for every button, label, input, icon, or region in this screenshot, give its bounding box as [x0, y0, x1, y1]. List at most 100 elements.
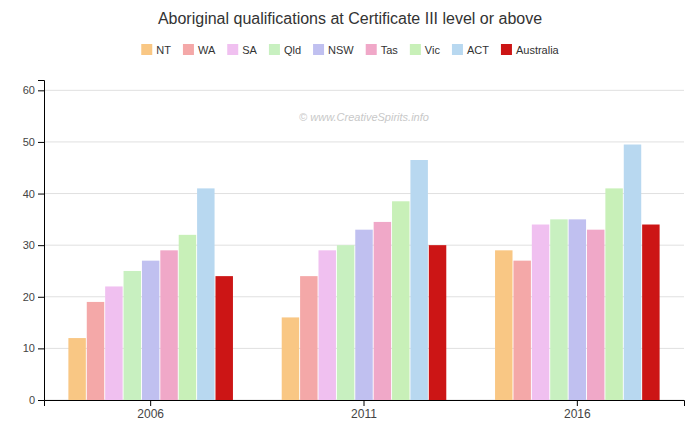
bar	[532, 225, 549, 400]
tick-mark	[38, 348, 44, 349]
legend-item: SA	[227, 44, 257, 56]
bar	[392, 201, 409, 400]
plot: 0 10 20 30 40 50 60 2006 2011 2016 © www.CreativeS…	[23, 81, 685, 421]
legend-label: NT	[156, 44, 171, 56]
tick-label: 40	[23, 188, 35, 200]
bar	[642, 225, 659, 400]
bar	[605, 188, 622, 400]
bar	[87, 302, 104, 400]
tick-label: 2011	[351, 407, 377, 421]
legend-label: Vic	[425, 44, 441, 56]
bar	[355, 230, 372, 400]
tick-mark	[38, 142, 44, 143]
bar	[337, 245, 354, 400]
bar	[197, 188, 214, 400]
legend-swatch	[227, 44, 238, 55]
tick-mark	[38, 400, 44, 401]
legend-swatch	[269, 44, 280, 55]
grid	[44, 90, 684, 400]
legend-label: Qld	[284, 44, 301, 56]
legend-swatch	[410, 44, 421, 55]
bar	[179, 235, 196, 400]
y-axis: 0 10 20 30 40 50 60	[23, 81, 45, 407]
bar	[282, 317, 299, 400]
bar	[569, 219, 586, 400]
bar	[105, 286, 122, 400]
series	[215, 225, 659, 400]
legend-item: NT	[141, 44, 171, 56]
grid-line	[44, 90, 684, 91]
bar	[587, 230, 604, 400]
tick: 60	[23, 84, 44, 96]
tick: 2006	[137, 400, 164, 421]
chart: Aboriginal qualifications at Certificate…	[0, 0, 700, 432]
tick: 10	[23, 342, 44, 354]
series	[160, 222, 604, 400]
grid-line	[44, 193, 684, 194]
legend-label: WA	[198, 44, 216, 56]
bar	[374, 222, 391, 400]
tick-label: 60	[23, 84, 35, 96]
legend-swatch	[366, 44, 377, 55]
series	[197, 145, 641, 400]
legend-item: Qld	[269, 44, 301, 56]
tick: 2011	[351, 400, 377, 421]
axis-line	[38, 81, 45, 401]
bars	[68, 145, 659, 400]
tick-label: 10	[23, 342, 35, 354]
tick-label: 20	[23, 291, 35, 303]
bar	[215, 276, 232, 400]
legend: NT WA SA Qld NSW Tas Vic ACT Australia	[141, 44, 559, 56]
bar	[495, 250, 512, 400]
bar	[624, 145, 641, 400]
tick-mark	[577, 400, 578, 406]
legend-item: Tas	[366, 44, 399, 56]
tick-mark	[38, 90, 44, 91]
tick: 2016	[564, 400, 591, 421]
legend-label: ACT	[467, 44, 489, 56]
legend-item: Australia	[501, 44, 560, 56]
tick-label: 2006	[137, 407, 164, 421]
grid-line	[44, 141, 684, 142]
tick-mark	[38, 297, 44, 298]
legend-swatch	[501, 44, 512, 55]
legend-label: SA	[242, 44, 257, 56]
bar	[429, 245, 446, 400]
bar	[550, 219, 567, 400]
legend-item: NSW	[313, 44, 354, 56]
legend-item: ACT	[452, 44, 489, 56]
tick-label: 0	[29, 394, 35, 406]
axis-line	[45, 401, 685, 407]
legend-label: NSW	[328, 44, 354, 56]
tick: 50	[23, 136, 44, 148]
bar	[124, 271, 141, 400]
tick: 30	[23, 239, 44, 251]
tick: 20	[23, 291, 44, 303]
series	[179, 188, 623, 400]
tick-label: 2016	[564, 407, 591, 421]
x-axis: 2006 2011 2016	[45, 400, 685, 421]
title: Aboriginal qualifications at Certificate…	[158, 10, 542, 27]
tick: 0	[29, 394, 44, 406]
legend-swatch	[141, 44, 152, 55]
legend-swatch	[452, 44, 463, 55]
bar	[160, 250, 177, 400]
tick: 40	[23, 188, 44, 200]
bar	[142, 261, 159, 400]
tick-label: 50	[23, 136, 35, 148]
tick-mark	[38, 194, 44, 195]
legend-swatch	[313, 44, 324, 55]
annotation: © www.CreativeSpirits.info	[299, 111, 429, 123]
series	[105, 225, 549, 400]
legend-label: Australia	[516, 44, 560, 56]
bar	[68, 338, 85, 400]
bar	[513, 261, 530, 400]
tick-mark	[150, 400, 151, 406]
legend-item: Vic	[410, 44, 441, 56]
bar	[300, 276, 317, 400]
series	[124, 219, 568, 400]
legend-label: Tas	[381, 44, 399, 56]
legend-item: WA	[183, 44, 216, 56]
bar	[318, 250, 335, 400]
series	[87, 261, 531, 400]
